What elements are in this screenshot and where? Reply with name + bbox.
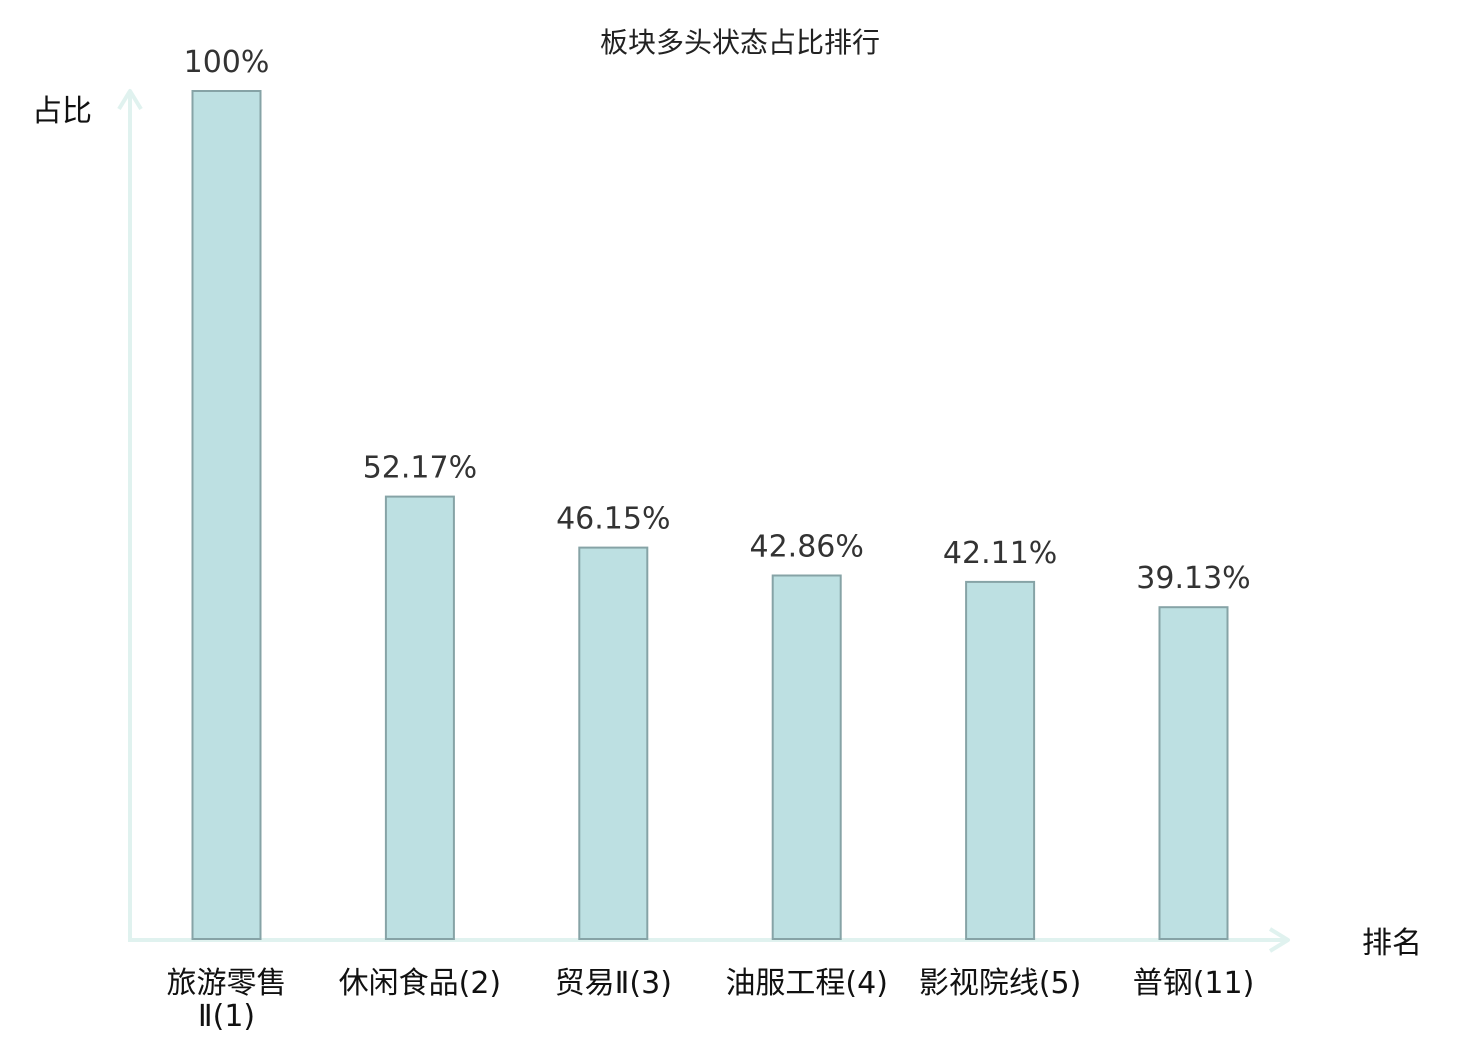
bar-value-label: 100% [184, 45, 270, 80]
x-axis-arrow-icon [1268, 927, 1290, 953]
bar [771, 574, 842, 940]
bar-value-label: 42.11% [943, 536, 1057, 571]
category-tick-label: 油服工程(4) [725, 966, 888, 1001]
bars [191, 90, 1229, 941]
chart-title: 板块多头状态占比排行 [600, 26, 880, 59]
x-axis-label: 排名 [1362, 926, 1422, 961]
bar [578, 546, 649, 940]
bar-value-label: 46.15% [556, 502, 670, 537]
category-tick-label: 普钢(11) [1133, 966, 1255, 1001]
bar [1158, 606, 1229, 940]
category-tick-label: 影视院线(5) [919, 966, 1082, 1001]
category-tick-label: 休闲食品(2) [339, 966, 502, 1001]
y-axis-label: 占比 [32, 94, 92, 129]
bar [965, 580, 1036, 941]
bar [191, 90, 262, 940]
bar [384, 495, 455, 940]
category-tick-label: Ⅱ(1) [198, 999, 255, 1034]
bar-value-label: 52.17% [363, 451, 477, 486]
category-tick-label: 旅游零售 [167, 966, 287, 1001]
bar-value-label: 42.86% [750, 530, 864, 565]
bar-value-label: 39.13% [1136, 561, 1250, 596]
axes [117, 89, 1290, 953]
value-labels: 100% 52.17% 46.15% 42.86% 42.11% 39.13% [184, 45, 1251, 596]
category-tick-label: 贸易Ⅱ(3) [555, 966, 672, 1001]
y-axis-arrow-icon [117, 89, 143, 111]
